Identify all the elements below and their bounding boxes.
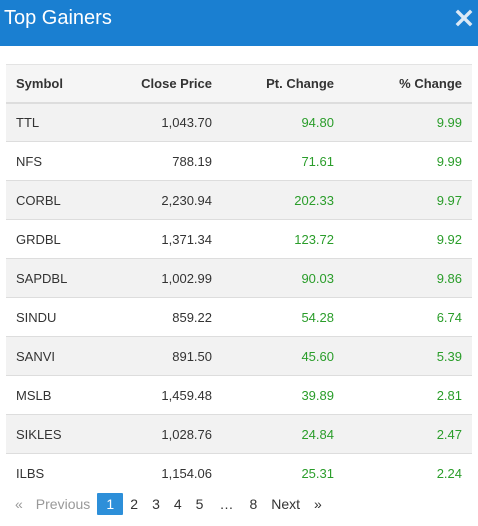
close-button[interactable] — [455, 8, 473, 28]
cell-pct-change: 9.86 — [436, 270, 462, 286]
cell-symbol: SANVI — [16, 348, 56, 364]
page-link-2[interactable]: 2 — [130, 496, 139, 512]
cell-close-price: 1,371.34 — [161, 231, 212, 247]
next-page-link[interactable]: Next — [271, 496, 301, 512]
cell-pct-change: 2.81 — [436, 387, 462, 403]
modal-header: Top Gainers — [0, 0, 478, 46]
cell-symbol: CORBL — [16, 192, 61, 208]
last-page-link[interactable]: » — [314, 496, 322, 512]
column-header-pct-change[interactable]: % Change — [344, 64, 472, 104]
close-icon — [455, 9, 473, 27]
column-header-close-price[interactable]: Close Price — [102, 64, 222, 104]
table-row: CORBL 2,230.94 202.33 9.97 — [6, 180, 472, 220]
page-link-5[interactable]: 5 — [195, 496, 204, 512]
table-row: GRDBL 1,371.34 123.72 9.92 — [6, 219, 472, 259]
table-row: NFS 788.19 71.61 9.99 — [6, 141, 472, 181]
page-link-3[interactable]: 3 — [152, 496, 160, 512]
cell-close-price: 1,154.06 — [161, 465, 212, 481]
cell-pt-change: 24.84 — [301, 426, 334, 442]
cell-close-price: 2,230.94 — [161, 192, 212, 208]
cell-pt-change: 202.33 — [294, 192, 334, 208]
cell-symbol: NFS — [16, 153, 42, 169]
first-page-link[interactable]: « — [15, 496, 23, 512]
cell-pct-change: 9.97 — [436, 192, 462, 208]
table-row: SANVI 891.50 45.60 5.39 — [6, 336, 472, 376]
cell-close-price: 891.50 — [172, 348, 212, 364]
page-link-8[interactable]: 8 — [249, 496, 258, 512]
cell-close-price: 1,459.48 — [161, 387, 212, 403]
column-header-symbol[interactable]: Symbol — [6, 64, 102, 104]
cell-pct-change: 5.39 — [436, 348, 462, 364]
cell-symbol: SINDU — [16, 309, 57, 325]
cell-pt-change: 45.60 — [301, 348, 334, 364]
cell-pct-change: 6.74 — [436, 309, 462, 325]
column-header-pt-change[interactable]: Pt. Change — [222, 64, 344, 104]
cell-symbol: SIKLES — [16, 426, 62, 442]
table-row: TTL 1,043.70 94.80 9.99 — [6, 102, 472, 142]
gainers-table-container: Symbol Close Price Pt. Change % Change T… — [6, 64, 472, 493]
table-row: MSLB 1,459.48 39.89 2.81 — [6, 375, 472, 415]
cell-pt-change: 54.28 — [301, 309, 334, 325]
page-link-4[interactable]: 4 — [173, 496, 182, 512]
pagination-ellipsis: … — [219, 496, 234, 512]
table-row: SAPDBL 1,002.99 90.03 9.86 — [6, 258, 472, 298]
cell-symbol: SAPDBL — [16, 270, 68, 286]
cell-close-price: 859.22 — [172, 309, 212, 325]
cell-pt-change: 90.03 — [301, 270, 334, 286]
cell-symbol: MSLB — [16, 387, 52, 403]
pagination: « Previous 1 2 3 4 5 … 8 Next » — [8, 492, 329, 516]
cell-close-price: 1,002.99 — [161, 270, 212, 286]
modal-title: Top Gainers — [4, 7, 112, 29]
table-row: ILBS 1,154.06 25.31 2.24 — [6, 453, 472, 493]
cell-pt-change: 39.89 — [301, 387, 334, 403]
cell-close-price: 1,028.76 — [161, 426, 212, 442]
cell-pt-change: 25.31 — [301, 465, 334, 481]
cell-pt-change: 71.61 — [301, 153, 334, 169]
cell-pt-change: 123.72 — [294, 231, 334, 247]
cell-pct-change: 9.92 — [436, 231, 462, 247]
gainers-table: Symbol Close Price Pt. Change % Change T… — [6, 64, 472, 493]
cell-pct-change: 2.24 — [436, 465, 462, 481]
cell-pct-change: 2.47 — [436, 426, 462, 442]
cell-close-price: 788.19 — [172, 153, 212, 169]
previous-page-link[interactable]: Previous — [35, 496, 91, 512]
cell-pt-change: 94.80 — [301, 114, 334, 130]
cell-close-price: 1,043.70 — [161, 114, 212, 130]
table-row: SIKLES 1,028.76 24.84 2.47 — [6, 414, 472, 454]
page-link-1[interactable]: 1 — [97, 493, 124, 515]
cell-pct-change: 9.99 — [436, 153, 462, 169]
cell-symbol: ILBS — [16, 465, 45, 481]
table-row: SINDU 859.22 54.28 6.74 — [6, 297, 472, 337]
cell-pct-change: 9.99 — [436, 114, 462, 130]
table-header-row: Symbol Close Price Pt. Change % Change — [6, 64, 472, 104]
cell-symbol: TTL — [16, 114, 40, 130]
cell-symbol: GRDBL — [16, 231, 61, 247]
